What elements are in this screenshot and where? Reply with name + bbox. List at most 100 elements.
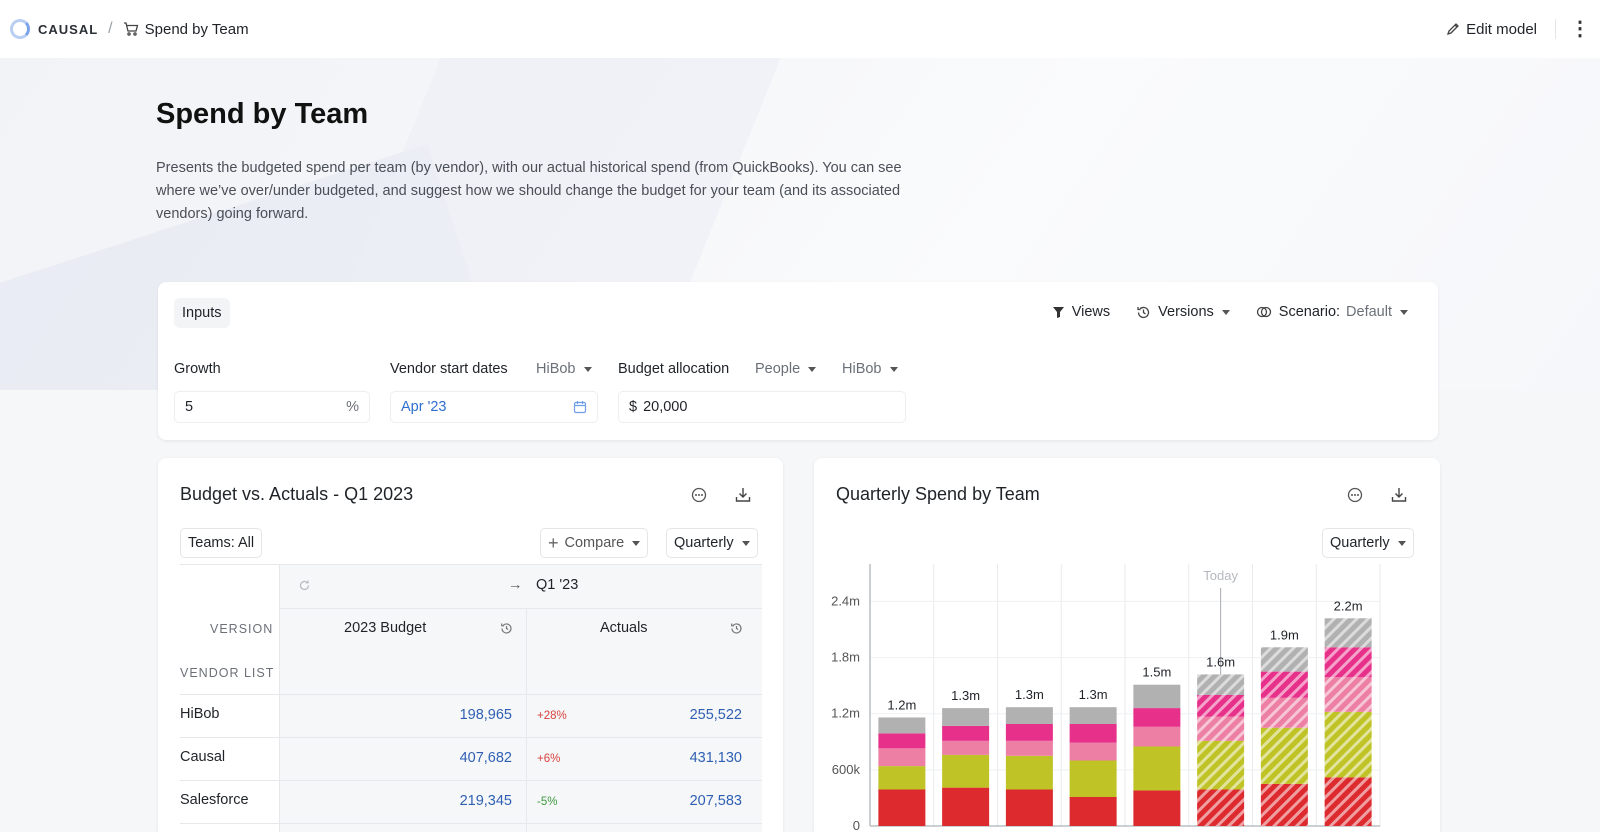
bar-segment[interactable] [878,766,926,790]
bar-segment[interactable] [942,787,990,826]
bar-segment[interactable] [1069,742,1117,761]
comment-icon[interactable] [690,486,708,504]
bar-segment[interactable] [942,725,990,741]
budget-value[interactable]: 198,965 [459,707,512,723]
stacked-bar-chart[interactable]: 0 600k 1.2m 1.8m 2.4m Today 1.2m 1.3m 1.3m 1.3m 1.… [814,458,1440,832]
actual-value[interactable]: 431,130 [689,750,742,766]
chevron-down-icon [889,366,898,372]
comment-icon[interactable] [1346,486,1364,504]
growth-input[interactable]: 5 % [174,391,370,423]
causal-logo-icon[interactable] [10,19,30,39]
breadcrumb-model-title[interactable]: Spend by Team [144,20,249,38]
tab-inputs[interactable]: Inputs [174,298,230,328]
bar-segment[interactable] [1324,711,1372,778]
bar-segment[interactable] [1005,724,1053,741]
bar-segment[interactable] [1197,716,1245,741]
vendor-name[interactable]: Salesforce [180,792,249,808]
bar-segment[interactable] [1260,697,1308,728]
variance-badge: +28% [537,710,567,722]
bar-segment[interactable] [1133,684,1181,709]
chart-period-dropdown[interactable]: Quarterly [1322,528,1414,558]
budget-team-filter-dropdown[interactable]: People [755,361,817,377]
bar-segment[interactable] [1133,746,1181,791]
teams-filter-button[interactable]: Teams: All [180,528,263,558]
budget-team-filter-value: People [755,361,801,377]
calendar-icon[interactable] [573,400,587,414]
bar-segment[interactable] [878,717,926,734]
bar-segment[interactable] [1005,755,1053,790]
bar-segment[interactable] [1069,796,1117,826]
bar-segment[interactable] [1260,783,1308,826]
chevron-down-icon [632,540,641,546]
budget-value[interactable]: 407,682 [459,750,512,766]
bar-segment[interactable] [1069,760,1117,797]
bar-segment[interactable] [1133,790,1181,826]
bar-segment[interactable] [1133,726,1181,747]
bar-total-label: 1.3m [1015,687,1044,702]
vendor-dates-filter-dropdown[interactable]: HiBob [536,361,592,377]
vendor-name[interactable]: Causal [180,749,226,765]
bar-segment[interactable] [1197,674,1245,695]
bar-total-label: 2.2m [1334,598,1363,613]
bar-segment[interactable] [1260,647,1308,672]
column-header-actuals[interactable]: Actuals [600,620,648,636]
download-icon[interactable] [734,486,752,504]
bar-segment[interactable] [1324,777,1372,826]
bar-segment[interactable] [1005,740,1053,756]
bar-segment[interactable] [1197,695,1245,717]
budget-vendor-filter-value: HiBob [842,361,882,377]
vendor-name[interactable]: HiBob [180,706,220,722]
refresh-icon[interactable] [298,579,311,592]
brand-name[interactable]: CAUSAL [38,21,99,37]
bar-segment[interactable] [878,748,926,767]
bar-segment[interactable] [1324,618,1372,648]
chevron-down-icon [1221,309,1230,315]
bar-segment[interactable] [1324,647,1372,678]
bar-segment[interactable] [1260,671,1308,698]
actual-value[interactable]: 255,522 [689,707,742,723]
chevron-down-icon [1400,309,1408,315]
bar-segment[interactable] [942,740,990,755]
bar-segment[interactable] [1260,727,1308,784]
y-tick-label: 2.4m [831,593,860,608]
bar-segment[interactable] [1069,724,1117,743]
download-icon[interactable] [1390,486,1408,504]
vendor-start-date-input[interactable]: Apr '23 [390,391,598,423]
views-label: Views [1071,304,1111,320]
edit-model-button[interactable]: Edit model [1446,21,1537,38]
bar-segment[interactable] [1005,789,1053,826]
breadcrumb-separator: / [108,20,113,37]
views-button[interactable]: Views [1052,304,1110,320]
arrow-right-icon: → [508,577,523,593]
budget-vendor-filter-dropdown[interactable]: HiBob [842,361,898,377]
bar-segment[interactable] [1197,789,1245,826]
bar-segment[interactable] [1069,707,1117,725]
budget-allocation-label: Budget allocation [618,361,730,377]
variance-badge: -5% [537,796,558,808]
growth-label: Growth [174,361,221,377]
more-options-icon[interactable]: ⋮ [1570,18,1590,40]
bar-segment[interactable] [878,789,926,826]
period-dropdown[interactable]: Quarterly [666,528,758,558]
versions-button[interactable]: Versions [1136,304,1230,320]
actual-value[interactable]: 207,583 [689,793,742,809]
bar-segment[interactable] [878,733,926,749]
budget-allocation-value: 20,000 [643,399,688,415]
bar-total-label: 1.6m [1206,654,1235,669]
bar-segment[interactable] [1005,707,1053,725]
compare-button[interactable]: + Compare [540,528,649,558]
y-tick-label: 1.8m [831,650,860,665]
bar-segment[interactable] [942,754,990,788]
budget-allocation-input[interactable]: $ 20,000 [618,391,906,423]
bar-segment[interactable] [1324,677,1372,712]
bar-segment[interactable] [1197,740,1245,790]
history-icon[interactable] [730,622,743,635]
column-header-budget[interactable]: 2023 Budget [344,620,427,636]
bar-total-label: 1.9m [1270,627,1299,642]
vendor-list-label: VENDOR LIST [180,666,275,680]
scenario-dropdown[interactable]: Scenario: Default [1256,304,1408,320]
bar-segment[interactable] [942,708,990,726]
history-icon[interactable] [500,622,513,635]
bar-segment[interactable] [1133,708,1181,727]
budget-value[interactable]: 219,345 [459,793,512,809]
